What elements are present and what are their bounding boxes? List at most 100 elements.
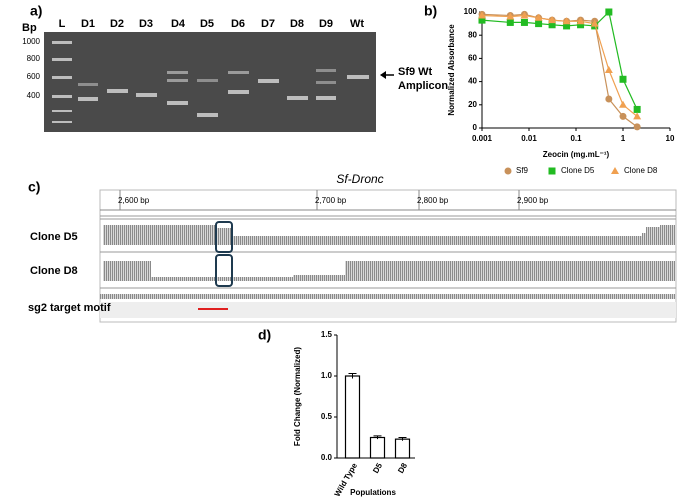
x-axis-label: Zeocin (mg.mL⁻¹)	[543, 150, 610, 159]
marker	[590, 19, 599, 27]
marker	[576, 17, 585, 25]
marker	[633, 105, 641, 113]
track-label: sg2 target motif	[28, 302, 111, 314]
x-tick-label: 0.1	[570, 134, 582, 143]
legend-marker	[548, 167, 556, 175]
ladder-label: 400	[27, 91, 41, 100]
marker	[619, 75, 627, 83]
marker	[619, 112, 627, 120]
lane-label: D1	[81, 18, 95, 30]
marker	[619, 100, 627, 108]
lane-label: D3	[139, 18, 153, 30]
error-bar	[373, 435, 382, 440]
marker	[506, 12, 515, 20]
marker	[534, 13, 543, 21]
y-tick-label: 1.5	[321, 330, 333, 339]
y-tick-label: 80	[468, 30, 477, 39]
marker	[604, 66, 613, 73]
marker	[478, 11, 486, 19]
x-tick-label: 0.001	[472, 134, 493, 143]
marker	[506, 18, 514, 26]
y-tick-label: 20	[468, 100, 477, 109]
legend-label: Clone D5	[561, 166, 595, 175]
marker	[605, 95, 613, 103]
error-bar	[398, 437, 407, 441]
ruler-label: 2,600 bp	[118, 196, 150, 205]
marker	[520, 11, 529, 19]
panel-label: b)	[424, 3, 437, 19]
x-tick-label: D8	[396, 461, 409, 475]
ruler-label: 2,800 bp	[417, 196, 449, 205]
curve	[481, 13, 638, 128]
y-tick-label: 1.0	[321, 371, 333, 380]
marker	[562, 17, 571, 25]
coverage	[660, 225, 675, 245]
bar	[369, 436, 386, 459]
panel-label: d)	[258, 327, 271, 343]
curve	[481, 10, 638, 110]
coverage	[646, 227, 660, 245]
x-tick-label: D5	[371, 461, 384, 475]
y-tick-label: 100	[464, 7, 478, 16]
ruler-label: 2,700 bp	[315, 196, 347, 205]
coverage	[642, 233, 646, 245]
legend-label: Sf9	[516, 166, 529, 175]
y-tick-label: 60	[468, 54, 477, 63]
panel-label: c)	[28, 179, 40, 195]
legend-marker	[611, 167, 619, 174]
coverage	[103, 225, 215, 245]
lane-label: Wt	[350, 18, 364, 30]
lane-label: D4	[171, 18, 186, 30]
lane-label: D2	[110, 18, 124, 30]
y-tick-label: 0	[473, 123, 478, 132]
lane-labels: L D1 D2 D3 D4 D5 D6 D7 D8 D9 Wt	[59, 18, 365, 30]
annotation: Amplicon	[398, 80, 448, 92]
ladder-labels: 1000 800 600 400	[22, 37, 40, 100]
ladder-label: 1000	[22, 37, 40, 46]
y-tick-label: 0.5	[321, 412, 333, 421]
coverage	[103, 261, 151, 281]
track-label: Clone D5	[30, 231, 78, 243]
y-axis-label: Fold Change (Normalized)	[293, 347, 302, 446]
marker	[577, 21, 585, 29]
legend-label: Clone D8	[624, 166, 658, 175]
bar	[394, 438, 411, 459]
igv-frame	[99, 189, 677, 323]
x-tick-label: 10	[666, 134, 675, 143]
lane-label: D7	[261, 18, 275, 30]
marker	[548, 16, 557, 24]
marker	[605, 8, 613, 16]
track-label: Clone D8	[30, 265, 78, 277]
igv-view	[99, 189, 677, 323]
x-axis-label: Populations	[350, 488, 396, 497]
coverage	[345, 261, 675, 281]
x-tick-label: 1	[621, 134, 626, 143]
marker	[633, 112, 642, 120]
lane-label: L	[59, 18, 66, 30]
marker	[520, 18, 528, 26]
marker	[535, 20, 543, 28]
x-tick-label: 0.01	[521, 134, 537, 143]
ladder-label: 800	[27, 54, 41, 63]
bar	[344, 375, 361, 459]
marker	[563, 22, 571, 30]
highlight-box	[215, 254, 233, 287]
ruler-ticks	[119, 190, 520, 210]
arrow-head	[380, 71, 386, 79]
y-tick-label: 0.0	[321, 453, 333, 462]
marker	[548, 21, 556, 29]
ladder-label: 600	[27, 72, 41, 81]
coverage	[215, 228, 232, 245]
y-axis-label: Normalized Absorbance	[447, 24, 456, 116]
lane-label: D5	[200, 18, 214, 30]
ruler-label: 2,900 bp	[517, 196, 549, 205]
sequence	[100, 294, 676, 299]
error-bar	[348, 373, 357, 379]
marker	[633, 123, 641, 131]
y-tick-label: 40	[468, 77, 477, 86]
coverage	[232, 236, 642, 245]
curve	[481, 14, 638, 117]
gel	[44, 32, 376, 132]
lane-label: D6	[231, 18, 245, 30]
